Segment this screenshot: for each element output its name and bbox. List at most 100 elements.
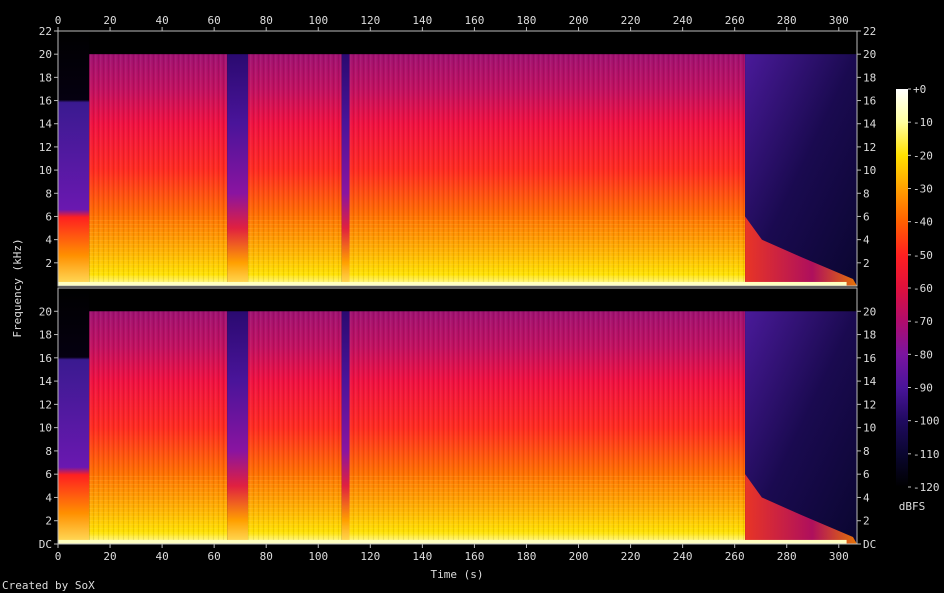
y-tick-label-right: 8 <box>863 445 870 458</box>
colorbar: +0 -10 -20 -30 -40 -50 -60 -70 -80 -90 -100 -110 -12… <box>896 83 940 494</box>
harmonic-bands-1 <box>89 474 228 544</box>
sox-credit: Created by SoX <box>2 579 95 592</box>
x-tick-label-bottom: 240 <box>673 550 693 563</box>
colorbar-tick-label: -100 <box>913 415 940 428</box>
y-tick-label-left: 16 <box>39 352 52 365</box>
y-tick-label-right: 4 <box>863 234 870 247</box>
y-tick-label-left: 10 <box>39 164 52 177</box>
y-tick-label-left: 14 <box>39 118 53 131</box>
x-tick-label-top: 120 <box>360 14 380 27</box>
panel-frame <box>57 287 858 545</box>
x-tick-label-top: 140 <box>412 14 432 27</box>
x-tick-label-bottom: 40 <box>155 550 168 563</box>
colorbar-tick-label: -50 <box>913 249 933 262</box>
x-tick-label-top: 180 <box>517 14 537 27</box>
x-tick-label-top: 240 <box>673 14 693 27</box>
x-tick-label-top: 160 <box>464 14 484 27</box>
fade-low-energy <box>745 216 857 286</box>
dc-band <box>58 539 847 544</box>
x-tick-label-top: 80 <box>260 14 273 27</box>
spectrogram-panels <box>58 31 857 544</box>
x-tick-label-bottom: 260 <box>725 550 745 563</box>
y-tick-label-right: DC <box>863 538 876 551</box>
segment-break-4 <box>341 311 350 544</box>
y-tick-label-left: 8 <box>45 445 52 458</box>
segment-intro-0 <box>58 31 90 286</box>
x-tick-label-bottom: 0 <box>55 550 62 563</box>
harmonic-bands-5 <box>349 474 746 544</box>
harmonic-bands-1 <box>89 216 228 286</box>
y-tick-label-left: 8 <box>45 187 52 200</box>
y-tick-label-left: 16 <box>39 95 52 108</box>
segment-intro-0 <box>58 288 90 544</box>
x-tick-label-top: 220 <box>621 14 641 27</box>
y-tick-label-left: 20 <box>39 48 52 61</box>
y-tick-label-right: 16 <box>863 95 876 108</box>
y-tick-label-right: 10 <box>863 422 876 435</box>
y-tick-label-right: 18 <box>863 329 876 342</box>
colorbar-tick-label: -10 <box>913 116 933 129</box>
y-tick-label-right: 10 <box>863 164 876 177</box>
x-tick-label-top: 20 <box>103 14 116 27</box>
x-tick-label-bottom: 160 <box>464 550 484 563</box>
x-tick-label-bottom: 120 <box>360 550 380 563</box>
y-tick-label-left: 4 <box>45 491 52 504</box>
x-tick-label-bottom: 100 <box>308 550 328 563</box>
colorbar-label: dBFS <box>899 500 926 513</box>
y-tick-label-right: 18 <box>863 71 876 84</box>
colorbar-tick-label: -120 <box>913 481 940 494</box>
x-tick-label-bottom: 200 <box>569 550 589 563</box>
colorbar-tick-label: -60 <box>913 282 933 295</box>
x-tick-label-bottom: 180 <box>517 550 537 563</box>
x-tick-label-bottom: 20 <box>103 550 116 563</box>
fade-low-energy <box>745 474 857 544</box>
y-tick-label-right: 14 <box>863 375 877 388</box>
y-tick-label-right: 20 <box>863 305 876 318</box>
colorbar-tick-label: -20 <box>913 149 933 162</box>
x-tick-label-bottom: 140 <box>412 550 432 563</box>
harmonic-bands-5 <box>349 216 746 286</box>
x-tick-label-top: 0 <box>55 14 62 27</box>
segment-break-2 <box>227 54 248 286</box>
x-tick-label-top: 200 <box>569 14 589 27</box>
x-tick-label-top: 40 <box>155 14 168 27</box>
x-axis-label: Time (s) <box>431 568 484 581</box>
colorbar-tick-label: -40 <box>913 216 933 229</box>
colorbar-tick-label: -30 <box>913 183 933 196</box>
segment-break-2 <box>227 311 248 544</box>
y-tick-label-right: 22 <box>863 25 876 38</box>
y-tick-label-right: 2 <box>863 257 870 270</box>
y-tick-label-left: 14 <box>39 375 53 388</box>
dc-band <box>58 281 847 286</box>
colorbar-gradient <box>896 89 908 487</box>
panel-frame <box>57 30 858 287</box>
x-tick-label-top: 280 <box>777 14 797 27</box>
y-tick-label-right: 8 <box>863 187 870 200</box>
segment-break-4 <box>341 54 350 286</box>
y-tick-label-right: 6 <box>863 468 870 481</box>
y-tick-label-right: 20 <box>863 48 876 61</box>
x-tick-label-top: 260 <box>725 14 745 27</box>
y-tick-label-right: 16 <box>863 352 876 365</box>
y-tick-label-right: 14 <box>863 118 877 131</box>
x-tick-label-bottom: 220 <box>621 550 641 563</box>
y-tick-label-left: 20 <box>39 305 52 318</box>
y-tick-label-left: DC <box>39 538 52 551</box>
y-axis-label: Frequency (kHz) <box>11 238 24 337</box>
channel-panel-2 <box>58 288 857 544</box>
colorbar-tick-label: +0 <box>913 83 926 96</box>
y-tick-label-right: 2 <box>863 515 870 528</box>
y-tick-label-left: 18 <box>39 71 52 84</box>
y-tick-label-left: 4 <box>45 234 52 247</box>
y-tick-label-left: 10 <box>39 422 52 435</box>
harmonic-bands-3 <box>247 474 342 544</box>
y-tick-label-right: 6 <box>863 210 870 223</box>
x-tick-label-bottom: 60 <box>208 550 221 563</box>
y-tick-label-right: 12 <box>863 398 876 411</box>
x-tick-label-bottom: 80 <box>260 550 273 563</box>
x-tick-label-bottom: 300 <box>829 550 849 563</box>
colorbar-tick-label: -70 <box>913 315 933 328</box>
y-tick-label-left: 2 <box>45 257 52 270</box>
